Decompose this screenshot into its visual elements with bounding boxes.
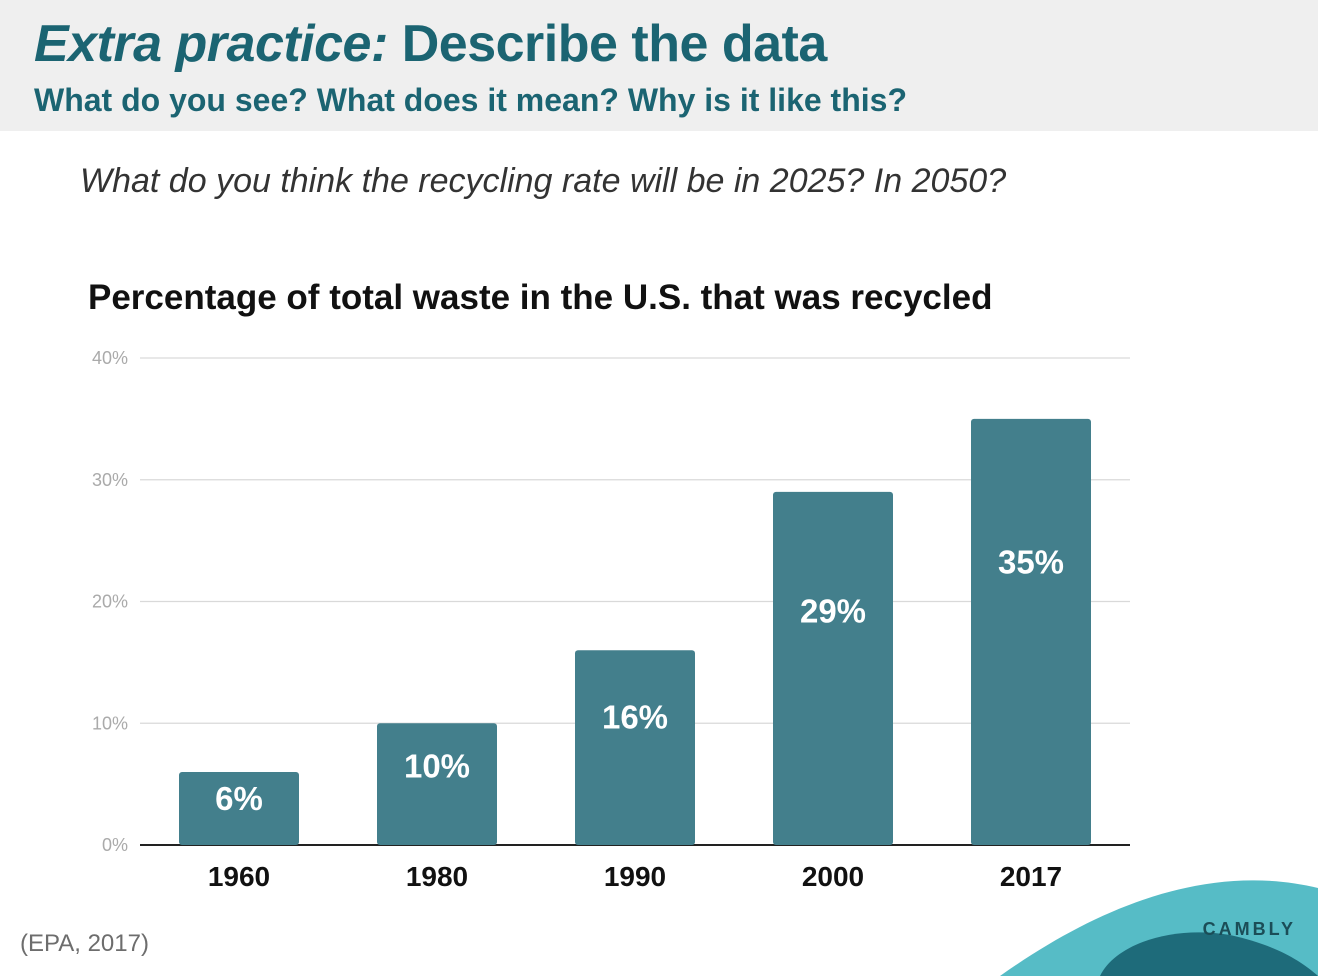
header-bar: Extra practice: Describe the data What d…: [0, 0, 1318, 131]
wave-dark-shape: [1100, 932, 1318, 976]
slide-title-italic: Extra practice:: [34, 15, 388, 73]
x-tick-label: 2017: [1000, 861, 1062, 892]
data-label: 6%: [215, 780, 263, 817]
bar-2000: [773, 491, 893, 845]
slide-title: Extra practice: Describe the data: [34, 14, 827, 74]
y-tick-label: 0%: [102, 835, 128, 855]
bar-2017: [971, 418, 1091, 845]
data-label: 35%: [998, 543, 1064, 580]
y-tick-label: 10%: [92, 713, 128, 733]
x-tick-label: 1980: [406, 861, 468, 892]
bar-1960: [179, 771, 299, 845]
x-tick-label: 1960: [208, 861, 270, 892]
data-label: 10%: [404, 747, 470, 784]
slide-subtitle: What do you see? What does it mean? Why …: [34, 82, 907, 118]
bars: [179, 418, 1091, 845]
y-tick-label: 20%: [92, 592, 128, 612]
data-label: 29%: [800, 592, 866, 629]
source-citation: (EPA, 2017): [20, 930, 149, 957]
cambly-logo: CAMBLY: [1202, 919, 1296, 939]
y-tick-label: 30%: [92, 470, 128, 490]
slide-title-rest: Describe the data: [387, 15, 828, 73]
x-tick-label: 1990: [604, 861, 666, 892]
labels: 0% 10% 20% 30% 40% 6% 1960 10% 1980 16% 1990 29% 200…: [92, 348, 1064, 892]
discussion-question: What do you think the recycling rate wil…: [80, 162, 1007, 200]
bar-1980: [377, 723, 497, 845]
x-tick-label: 2000: [802, 861, 864, 892]
data-label: 16%: [602, 698, 668, 735]
chart-title: Percentage of total waste in the U.S. th…: [88, 278, 993, 317]
bar-1990: [575, 650, 695, 845]
y-tick-label: 40%: [92, 348, 128, 368]
